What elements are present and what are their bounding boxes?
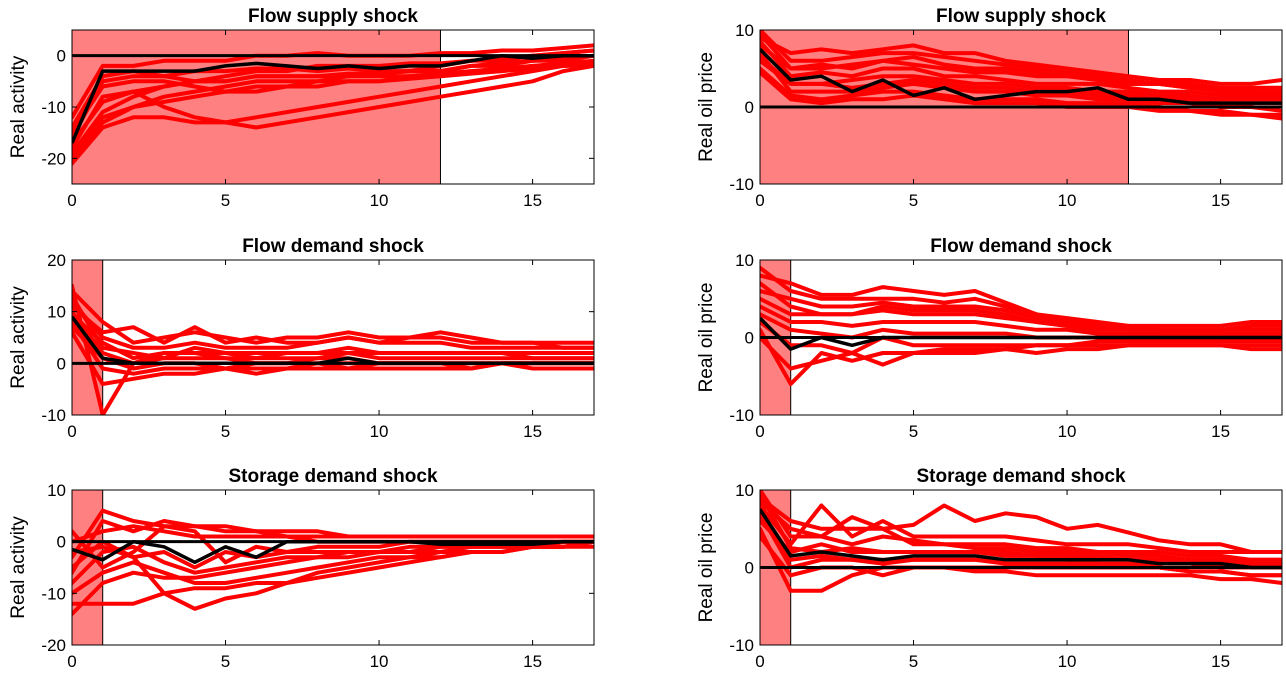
- y-tick-label: -10: [41, 406, 66, 425]
- median-line: [760, 48, 1282, 105]
- y-axis-label: Real oil price: [696, 283, 717, 393]
- draw-line-10: [72, 58, 594, 161]
- median-line: [760, 316, 1282, 351]
- median-line: [72, 315, 594, 366]
- panel-title: Flow supply shock: [936, 6, 1106, 27]
- y-tick-label: 10: [735, 251, 754, 270]
- x-tick-label: 0: [755, 652, 764, 671]
- draw-line-5: [760, 30, 1282, 90]
- x-tick-label: 10: [1058, 652, 1077, 671]
- series-group: [72, 508, 594, 616]
- x-tick-label: 5: [909, 652, 918, 671]
- x-tick-label: 10: [1058, 422, 1077, 441]
- y-axis-label: Real oil price: [696, 513, 717, 623]
- panel-title: Flow supply shock: [248, 6, 418, 27]
- x-tick-label: 15: [1211, 191, 1230, 210]
- y-tick-label: 10: [735, 21, 754, 40]
- x-tick-label: 0: [67, 422, 76, 441]
- series-group: [72, 283, 594, 415]
- draw-line-9: [760, 335, 1282, 371]
- draw-line-3: [760, 58, 1282, 102]
- x-tick-label: 0: [755, 191, 764, 210]
- y-tick-label: -10: [729, 636, 754, 655]
- draw-line-8: [72, 63, 594, 145]
- draw-line-5: [72, 53, 594, 130]
- x-tick-label: 10: [370, 191, 389, 210]
- x-tick-label: 5: [221, 652, 230, 671]
- draw-line-10: [760, 70, 1282, 121]
- x-tick-label: 15: [1211, 652, 1230, 671]
- x-tick-label: 0: [67, 191, 76, 210]
- plot-area: [72, 490, 594, 645]
- y-axis-label: Real activity: [8, 55, 29, 158]
- draw-line-1: [760, 35, 1282, 86]
- panel-title: Flow demand shock: [930, 236, 1112, 257]
- panel-title: Storage demand shock: [916, 466, 1125, 487]
- x-tick-label: 15: [1211, 422, 1230, 441]
- y-tick-label: 0: [745, 559, 754, 578]
- y-axis-label: Real oil price: [696, 52, 717, 162]
- series-group: [760, 265, 1282, 386]
- draw-line-10: [72, 539, 594, 570]
- axes-box: [71, 259, 595, 416]
- y-tick-label: 10: [47, 481, 66, 500]
- draw-line-8: [72, 544, 594, 596]
- y-tick-label: -10: [41, 98, 66, 117]
- draw-line-8: [760, 499, 1282, 562]
- x-tick-label: 5: [909, 191, 918, 210]
- x-tick-label: 5: [221, 191, 230, 210]
- draw-line-2: [760, 503, 1282, 554]
- median-line: [72, 539, 594, 565]
- y-tick-label: 10: [47, 303, 66, 322]
- y-axis-label: Real activity: [8, 286, 29, 389]
- x-tick-label: 0: [755, 422, 764, 441]
- series-group: [760, 30, 1282, 121]
- series-group: [760, 490, 1282, 593]
- y-tick-label: 0: [57, 533, 66, 552]
- y-tick-label: -10: [729, 406, 754, 425]
- y-tick-label: 0: [57, 47, 66, 66]
- panel-5: 0 5 10 15 -20 -10 0 10 Storage demand shock Real …: [8, 466, 595, 671]
- y-tick-label: 0: [745, 329, 754, 348]
- x-tick-label: 0: [67, 652, 76, 671]
- draw-line-9: [760, 491, 1282, 566]
- x-tick-label: 5: [909, 422, 918, 441]
- x-tick-label: 10: [1058, 191, 1077, 210]
- draw-line-9: [72, 58, 594, 135]
- series-group: [72, 43, 594, 166]
- y-tick-label: 10: [735, 481, 754, 500]
- axes-box: [71, 489, 595, 646]
- y-tick-label: -20: [41, 636, 66, 655]
- draw-line-10: [760, 281, 1282, 332]
- x-tick-label: 10: [370, 422, 389, 441]
- x-tick-label: 15: [523, 191, 542, 210]
- panel-title: Flow demand shock: [242, 236, 424, 257]
- draw-line-4: [72, 63, 594, 166]
- draw-line-9: [72, 519, 594, 575]
- panel-title: Storage demand shock: [228, 466, 437, 487]
- panel-1: 0 5 10 15 -20 -10 0 Flow supply shock Real activ…: [8, 6, 595, 210]
- y-axis-label: Real activity: [8, 516, 29, 619]
- median-line: [760, 508, 1282, 570]
- x-tick-label: 15: [523, 422, 542, 441]
- y-tick-label: 0: [57, 354, 66, 373]
- x-tick-label: 10: [370, 652, 389, 671]
- x-tick-label: 5: [221, 422, 230, 441]
- median-line: [72, 53, 594, 144]
- y-tick-label: 0: [745, 98, 754, 117]
- x-tick-label: 15: [523, 652, 542, 671]
- draw-line-7: [72, 304, 594, 350]
- draw-line-7: [760, 39, 1282, 98]
- y-tick-label: -20: [41, 149, 66, 168]
- y-tick-label: -10: [41, 584, 66, 603]
- y-tick-label: 20: [47, 251, 66, 270]
- y-tick-label: -10: [729, 175, 754, 194]
- draw-line-9: [760, 31, 1282, 94]
- draw-line-10: [72, 312, 594, 361]
